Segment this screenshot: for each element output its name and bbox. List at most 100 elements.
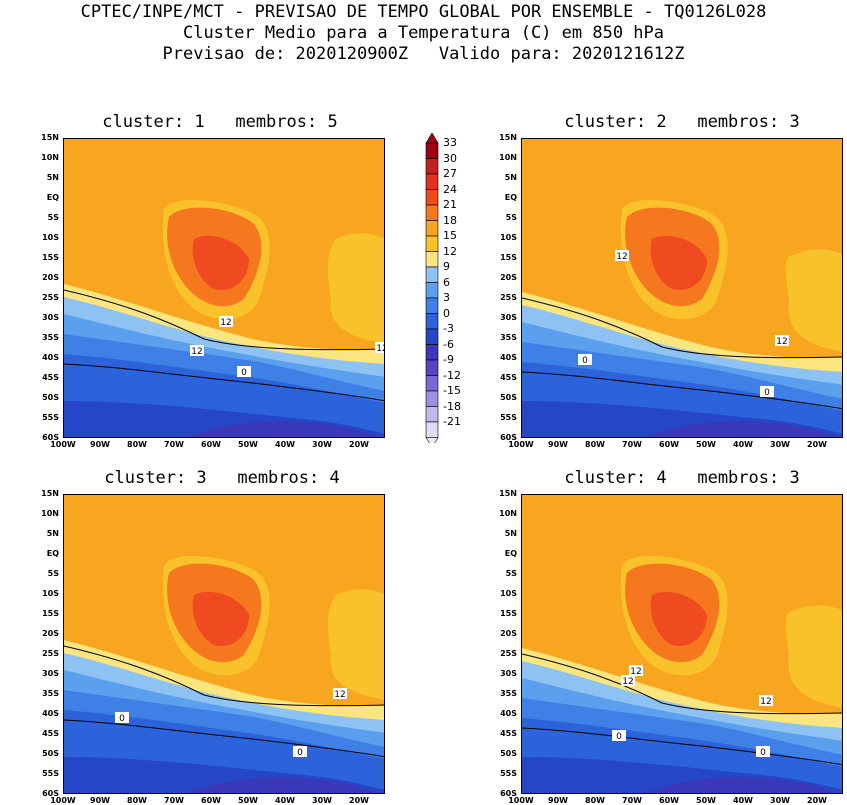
svg-text:12: 12 <box>630 667 641 677</box>
lat-tick-label: 15S <box>500 253 517 262</box>
lat-tick-label: 10N <box>499 153 517 162</box>
colorbar-label: 27 <box>443 167 457 180</box>
map-panel: 12 12 12 0 0 <box>521 494 843 794</box>
svg-text:0: 0 <box>764 388 770 398</box>
lon-tick-label: 60W <box>659 796 679 805</box>
lon-tick-label: 90W <box>90 440 110 449</box>
lat-tick-label: 60S <box>500 789 517 798</box>
colorbar-swatch <box>425 313 439 330</box>
lat-tick-label: 20S <box>42 273 59 282</box>
contour-label: 0 <box>115 712 129 724</box>
contour-label: 0 <box>293 746 307 758</box>
lat-tick-label: 55S <box>500 413 517 422</box>
temperature-band <box>650 235 707 290</box>
svg-text:0: 0 <box>241 368 247 378</box>
colorbar-label: -3 <box>443 322 454 335</box>
lat-tick-label: 55S <box>42 769 59 778</box>
lon-tick-label: 60W <box>201 440 221 449</box>
lat-tick-label: 45S <box>42 373 59 382</box>
colorbar-swatch <box>425 220 439 237</box>
lat-tick-label: 45S <box>500 729 517 738</box>
lat-tick-label: 10S <box>500 233 517 242</box>
svg-text:12: 12 <box>376 344 385 354</box>
lon-tick-label: 50W <box>238 796 258 805</box>
temperature-band <box>646 777 838 793</box>
lat-tick-label: EQ <box>46 193 59 202</box>
lat-tick-label: 5S <box>505 213 517 222</box>
lat-tick-label: 25S <box>42 649 59 658</box>
lon-tick-label: 90W <box>548 796 568 805</box>
panel-title: cluster: 4 membros: 3 <box>564 468 800 488</box>
lat-tick-label: EQ <box>46 549 59 558</box>
lat-tick-label: 25S <box>500 293 517 302</box>
temperature-band <box>650 591 707 646</box>
svg-text:0: 0 <box>616 732 622 742</box>
lon-tick-label: 60W <box>659 440 679 449</box>
lat-tick-label: 15N <box>41 133 59 142</box>
panel-title: cluster: 2 membros: 3 <box>564 112 800 132</box>
colorbar-arrow-bottom <box>425 437 439 449</box>
colorbar-swatch <box>425 282 439 299</box>
colorbar-swatch <box>425 359 439 376</box>
lat-tick-label: 10N <box>41 153 59 162</box>
lon-tick-label: 40W <box>275 796 295 805</box>
colorbar-label: -15 <box>443 384 461 397</box>
lon-tick-label: 50W <box>238 440 258 449</box>
lat-tick-label: 45S <box>500 373 517 382</box>
lat-tick-label: 60S <box>500 433 517 442</box>
lat-tick-label: 30S <box>500 313 517 322</box>
isotherm-line <box>64 645 384 707</box>
temperature-band <box>192 235 249 290</box>
colorbar-swatch <box>425 158 439 175</box>
isotherm-line <box>64 363 384 402</box>
colorbar-swatch <box>425 189 439 206</box>
lat-tick-label: 60S <box>42 789 59 798</box>
lat-tick-label: EQ <box>504 193 517 202</box>
lat-tick-label: 35S <box>42 333 59 342</box>
lat-tick-label: 10S <box>42 233 59 242</box>
colorbar-label: 33 <box>443 136 457 149</box>
svg-text:0: 0 <box>119 714 125 724</box>
lat-tick-label: 15S <box>42 253 59 262</box>
colorbar-label: 18 <box>443 213 457 227</box>
header-line-1: CPTEC/INPE/MCT - PREVISAO DE TEMPO GLOBA… <box>80 2 767 22</box>
contour-label: 12 <box>775 335 789 347</box>
header-line-2: Cluster Medio para a Temperatura (C) em … <box>182 23 665 43</box>
lat-tick-label: 50S <box>500 393 517 402</box>
colorbar-label: 12 <box>443 244 457 258</box>
colorbar-swatch <box>425 204 439 221</box>
isotherm-line <box>522 371 842 410</box>
svg-text:0: 0 <box>582 356 588 366</box>
lat-tick-label: 5N <box>504 529 517 538</box>
lat-tick-label: 40S <box>500 353 517 362</box>
lon-tick-label: 20W <box>349 796 369 805</box>
colorbar-swatch <box>425 406 439 423</box>
svg-text:12: 12 <box>622 677 633 687</box>
lat-tick-label: 25S <box>42 293 59 302</box>
lon-tick-label: 60W <box>201 796 221 805</box>
contour-label: 12 <box>629 665 643 677</box>
lon-tick-label: 70W <box>164 440 184 449</box>
lat-tick-label: 35S <box>500 333 517 342</box>
lat-tick-label: 50S <box>42 393 59 402</box>
svg-text:12: 12 <box>220 318 231 328</box>
contour-label: 12 <box>621 675 635 687</box>
lat-tick-label: 40S <box>42 353 59 362</box>
lat-tick-label: 10N <box>41 509 59 518</box>
lat-tick-label: 5S <box>505 569 517 578</box>
lon-tick-label: 100W <box>508 796 534 805</box>
lon-tick-label: 90W <box>548 440 568 449</box>
colorbar-swatch <box>425 173 439 190</box>
lat-tick-label: 35S <box>42 689 59 698</box>
lat-tick-label: 15N <box>499 133 517 142</box>
lat-tick-label: 55S <box>42 413 59 422</box>
colorbar-label: 30 <box>443 151 457 165</box>
header-line-3: Previsao de: 2020120900Z Valido para: 20… <box>162 44 685 64</box>
contour-label: 12 <box>219 316 233 328</box>
colorbar-label: 3 <box>443 291 450 304</box>
contour-label: 12 <box>333 688 347 700</box>
temperature-band <box>785 605 842 708</box>
lat-tick-label: 40S <box>500 709 517 718</box>
colorbar-label: -6 <box>443 337 454 351</box>
